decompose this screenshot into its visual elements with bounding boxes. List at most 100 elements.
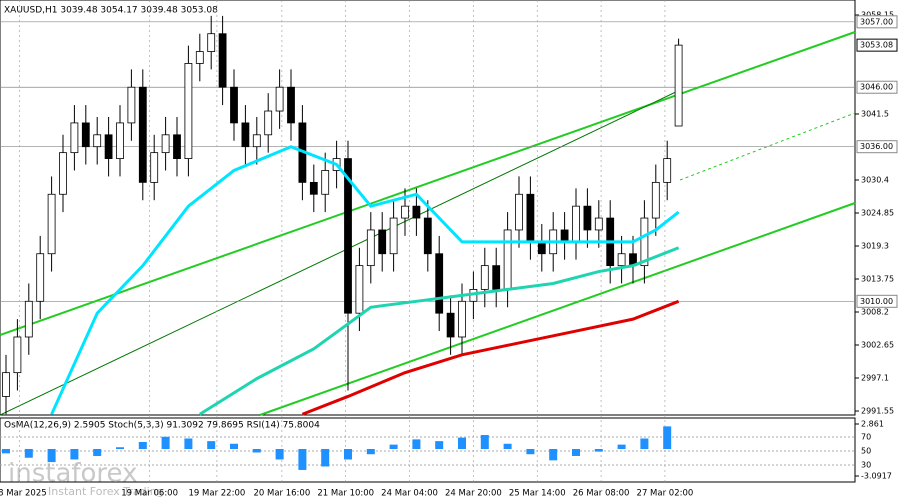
candle-body xyxy=(435,253,444,314)
osma-bar xyxy=(572,448,580,456)
candle-body xyxy=(446,312,455,338)
candle-body xyxy=(241,122,250,148)
level-box xyxy=(856,140,898,154)
candle-body xyxy=(366,229,375,267)
level-box xyxy=(856,15,898,29)
osma-bar xyxy=(93,448,102,456)
candle-body xyxy=(24,300,33,338)
rsi-tick-label: 30 xyxy=(861,461,871,470)
indicator-pane xyxy=(0,417,856,483)
indicator-title: OsMA(12,26,9) 2.5905 Stoch(5,3,3) 91.309… xyxy=(4,421,320,431)
x-tick-label: 24 Mar 04:00 xyxy=(381,489,438,499)
osma-bar xyxy=(321,448,330,467)
candle-body xyxy=(207,33,216,52)
candle-body xyxy=(526,193,535,243)
osma-bar xyxy=(138,442,147,449)
candle-body xyxy=(412,205,421,219)
y-tick-label: 3058.15 xyxy=(861,10,894,19)
x-tick-label: 27 Mar 02:00 xyxy=(637,489,694,499)
x-tick-label: 19 Mar 22:00 xyxy=(189,489,246,499)
candle-body xyxy=(184,63,193,159)
x-tick-label: 19 Mar 06:00 xyxy=(121,489,178,499)
candle-body xyxy=(492,265,501,290)
rsi-tick-label: 70 xyxy=(861,433,871,442)
candle-body xyxy=(583,205,592,231)
osma-bar xyxy=(617,444,626,449)
candle-body xyxy=(36,253,45,302)
candle-body xyxy=(458,300,466,338)
candle-body xyxy=(389,217,398,255)
candle-body xyxy=(93,134,102,148)
candle-body xyxy=(218,33,227,88)
candle-body xyxy=(173,134,181,159)
osma-tick-label: -3.0917 xyxy=(861,472,892,481)
x-tick-label: 20 Mar 16:00 xyxy=(253,489,310,499)
candle-body xyxy=(70,122,79,154)
y-tick-label: 3019.3 xyxy=(861,242,889,251)
osma-bar xyxy=(275,448,284,460)
moving-average xyxy=(199,246,680,416)
osma-bar xyxy=(184,438,193,449)
x-tick-label: 18 Mar 2025 xyxy=(0,489,47,499)
channel-mid xyxy=(679,112,856,181)
level-label: 3057.00 xyxy=(860,17,893,26)
osma-bar xyxy=(2,448,10,454)
channel-line xyxy=(259,202,856,416)
candle-body xyxy=(264,110,273,136)
osma-bar xyxy=(549,448,558,461)
candle-body xyxy=(515,193,523,231)
channel-mid xyxy=(0,89,681,416)
candle-body xyxy=(560,229,569,243)
osma-bar xyxy=(70,448,79,460)
y-tick-label: 3030.4 xyxy=(861,175,889,184)
y-tick-label: 3002.65 xyxy=(861,341,894,350)
candle-body xyxy=(594,217,603,231)
osma-bar xyxy=(47,448,56,463)
y-tick-label: 2991.55 xyxy=(861,407,894,416)
osma-bar xyxy=(412,439,421,449)
candle-body xyxy=(640,217,649,267)
candle-body xyxy=(674,44,683,127)
level-label: 3046.00 xyxy=(860,83,893,92)
watermark: instaforex xyxy=(8,459,137,489)
candle-body xyxy=(138,86,147,183)
price-box xyxy=(856,38,898,52)
candle-body xyxy=(104,134,113,159)
x-tick-label: 26 Mar 08:00 xyxy=(573,489,630,499)
moving-average xyxy=(50,145,680,415)
candle-body xyxy=(2,372,10,397)
rsi-tick-label: 50 xyxy=(861,447,871,456)
osma-bar xyxy=(663,426,672,449)
channel-line xyxy=(0,31,856,336)
watermark-sub: Instant Forex Trading xyxy=(48,485,164,498)
osma-bar xyxy=(24,448,33,458)
osma-bar xyxy=(161,436,170,449)
candle-body xyxy=(252,134,261,148)
candle-body xyxy=(81,122,90,148)
osma-bar xyxy=(458,437,466,449)
candle-body xyxy=(503,229,512,290)
candle-body xyxy=(47,193,56,255)
candle-body xyxy=(651,181,660,219)
x-tick-label: 25 Mar 14:00 xyxy=(509,489,566,499)
osma-bar xyxy=(344,448,352,460)
candle-body xyxy=(13,336,22,374)
osma-bar xyxy=(594,448,603,452)
osma-bar xyxy=(389,444,398,449)
chart-title: XAUUSD,H1 3039.48 3054.17 3039.48 3053.0… xyxy=(4,6,218,16)
osma-bar xyxy=(230,443,238,449)
candle-body xyxy=(116,122,124,159)
y-tick-label: 3041.5 xyxy=(861,109,889,118)
level-label: 3036.00 xyxy=(860,142,893,151)
candle-body xyxy=(378,229,387,255)
osma-bar xyxy=(435,441,444,449)
level-label: 3010.00 xyxy=(860,297,893,306)
candle-body xyxy=(321,170,330,195)
osma-bar xyxy=(366,448,375,455)
candle-body xyxy=(287,86,295,124)
moving-average xyxy=(301,299,680,416)
y-tick-label: 3008.2 xyxy=(861,308,889,317)
osma-tick-label: 2.861 xyxy=(861,420,884,429)
osma-bar xyxy=(640,438,649,449)
candle-body xyxy=(230,86,238,124)
